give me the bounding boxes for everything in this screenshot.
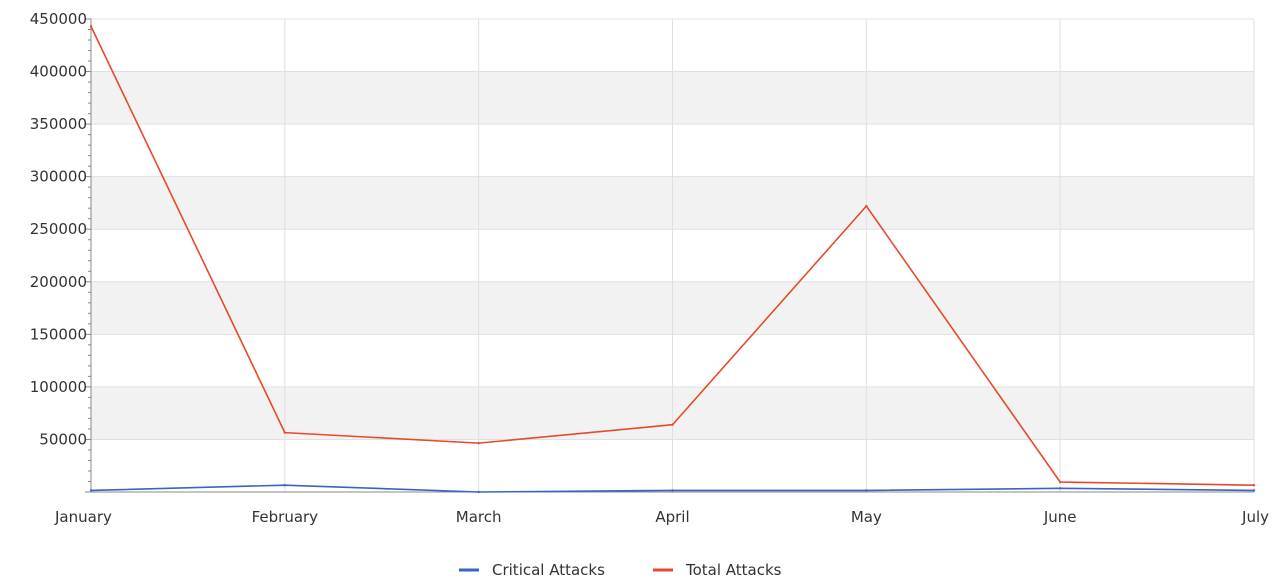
y-tick-label: 200000 <box>30 273 87 291</box>
x-tick-label: March <box>456 508 502 526</box>
legend: Critical Attacks Total Attacks <box>459 561 782 579</box>
gridlines <box>91 18 1255 492</box>
legend-label[interactable]: Critical Attacks <box>492 561 605 579</box>
data-point <box>283 483 287 487</box>
legend-label[interactable]: Total Attacks <box>685 561 782 579</box>
data-point <box>89 489 93 492</box>
y-tick-label: 400000 <box>30 63 87 81</box>
y-axis-ticks: 50000 100000 150000 200000 250000 300000 35000… <box>30 10 91 493</box>
series-lines <box>89 25 1256 494</box>
x-tick-label: April <box>655 508 689 526</box>
y-tick-label: 300000 <box>30 168 87 186</box>
axes <box>90 19 1254 493</box>
x-tick-label: June <box>1043 508 1077 526</box>
data-point <box>865 204 868 208</box>
data-point <box>1058 487 1062 490</box>
y-tick-label: 150000 <box>30 325 87 343</box>
y-tick-label: 350000 <box>30 115 87 133</box>
data-point <box>671 423 674 426</box>
data-point <box>477 490 480 494</box>
y-tick-label: 100000 <box>30 378 87 396</box>
data-point <box>1252 483 1256 487</box>
x-tick-label: January <box>54 508 112 526</box>
data-point <box>1058 480 1062 484</box>
data-point <box>671 489 674 492</box>
x-tick-label: February <box>252 508 319 526</box>
x-tick-label: May <box>851 508 882 526</box>
data-point <box>89 25 93 28</box>
y-tick-label: 450000 <box>30 10 87 28</box>
data-point <box>477 441 480 445</box>
data-point <box>283 431 287 434</box>
x-tick-label: July <box>1241 508 1269 526</box>
data-point <box>865 489 868 492</box>
x-axis-ticks: January February March April May June July <box>54 508 1269 526</box>
y-tick-label: 250000 <box>30 220 87 238</box>
data-point <box>1252 489 1256 492</box>
y-tick-label: 50000 <box>39 430 87 448</box>
